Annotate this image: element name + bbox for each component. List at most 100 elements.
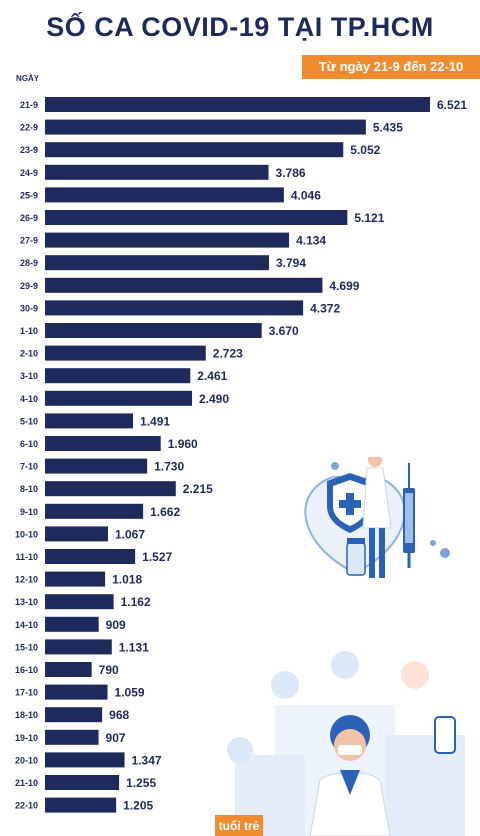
bar (45, 277, 323, 293)
bar (45, 571, 106, 587)
bar (45, 797, 117, 813)
data-label: 2.490 (199, 392, 229, 406)
bar (45, 232, 290, 248)
data-label: 1.162 (121, 595, 151, 609)
data-label: 1.131 (119, 640, 149, 654)
category-label: 18-10 (15, 710, 38, 720)
category-label: 24-9 (20, 168, 38, 178)
category-label: 19-10 (15, 733, 38, 743)
bar (45, 662, 92, 677)
bar (45, 97, 430, 112)
bar (45, 413, 134, 429)
date-range-badge: Từ ngày 21-9 đến 22-10 (302, 55, 480, 79)
bar (45, 164, 269, 180)
category-label: 26-9 (20, 213, 38, 223)
category-label: 15-10 (15, 642, 38, 652)
brand-logo: tuổi trẻ (219, 819, 260, 833)
bar (45, 119, 366, 135)
medical-staff-illustration: tuổi trẻ (215, 651, 465, 836)
data-label: 4.699 (329, 279, 359, 293)
category-label: 29-9 (20, 281, 38, 291)
bar (45, 300, 304, 316)
doctor-vaccine-illustration (304, 452, 450, 578)
category-label: 27-9 (20, 236, 38, 246)
data-label: 4.046 (291, 188, 321, 202)
data-label: 4.372 (310, 301, 340, 315)
category-label: 20-10 (15, 755, 38, 765)
data-label: 3.786 (276, 166, 306, 180)
bar (45, 390, 193, 406)
data-label: 907 (106, 731, 126, 745)
bar (45, 368, 191, 384)
bar (45, 481, 176, 497)
bar (45, 255, 269, 271)
bar (45, 707, 103, 723)
bar (45, 526, 108, 542)
category-label: 10-10 (15, 529, 38, 539)
data-label: 1.255 (126, 776, 156, 790)
category-label: 1-10 (20, 326, 38, 336)
data-label: 1.730 (154, 460, 184, 474)
category-label: 23-9 (20, 145, 38, 155)
data-label: 1.067 (115, 527, 145, 541)
data-label: 5.052 (350, 143, 380, 157)
category-label: 4-10 (20, 394, 38, 404)
bar (45, 436, 161, 451)
category-label: 21-9 (20, 100, 38, 110)
bar (45, 503, 144, 519)
data-label: 6.521 (437, 98, 467, 112)
bar (45, 142, 344, 158)
data-label: 2.461 (197, 369, 227, 383)
data-label: 790 (99, 663, 119, 677)
bar (45, 187, 284, 203)
data-label: 5.121 (354, 211, 384, 225)
data-label: 1.347 (132, 753, 162, 767)
data-label: 1.960 (168, 437, 198, 451)
chart-title: SỐ CA COVID-19 TẠI TP.HCM (46, 12, 434, 42)
category-label: 22-10 (15, 801, 38, 811)
bar (45, 616, 99, 632)
category-label: 6-10 (20, 439, 38, 449)
category-label: 7-10 (20, 462, 38, 472)
bar (45, 775, 120, 790)
category-label: 2-10 (20, 349, 38, 359)
data-label: 4.134 (296, 234, 326, 248)
category-label: 3-10 (20, 371, 38, 381)
bar (45, 458, 148, 474)
data-label: 1.491 (140, 414, 170, 428)
bar (45, 684, 108, 700)
data-label: 1.527 (142, 550, 172, 564)
data-label: 909 (106, 618, 126, 632)
data-label: 3.794 (276, 256, 306, 270)
bar (45, 594, 114, 610)
category-label: 22-9 (20, 123, 38, 133)
category-label: 21-10 (15, 778, 38, 788)
data-label: 2.215 (183, 482, 213, 496)
category-label: 12-10 (15, 575, 38, 585)
bar (45, 210, 348, 225)
y-axis-label: NGÀY (16, 74, 40, 83)
data-label: 3.670 (269, 324, 299, 338)
category-label: 8-10 (20, 484, 38, 494)
bar (45, 323, 262, 338)
data-label: 2.723 (213, 347, 243, 361)
bar (45, 729, 99, 745)
data-label: 1.205 (123, 799, 153, 813)
category-label: 14-10 (15, 620, 38, 630)
category-label: 28-9 (20, 258, 38, 268)
data-label: 1.662 (150, 505, 180, 519)
data-label: 5.435 (373, 121, 403, 135)
category-label: 17-10 (15, 688, 38, 698)
bar (45, 549, 136, 564)
bar (45, 639, 112, 655)
bar (45, 345, 206, 361)
category-label: 5-10 (20, 416, 38, 426)
bar (45, 752, 125, 768)
category-label: 25-9 (20, 190, 38, 200)
category-label: 9-10 (20, 507, 38, 517)
data-label: 1.018 (112, 573, 142, 587)
category-label: 16-10 (15, 665, 38, 675)
category-label: 13-10 (15, 597, 38, 607)
category-label: 11-10 (15, 552, 38, 562)
